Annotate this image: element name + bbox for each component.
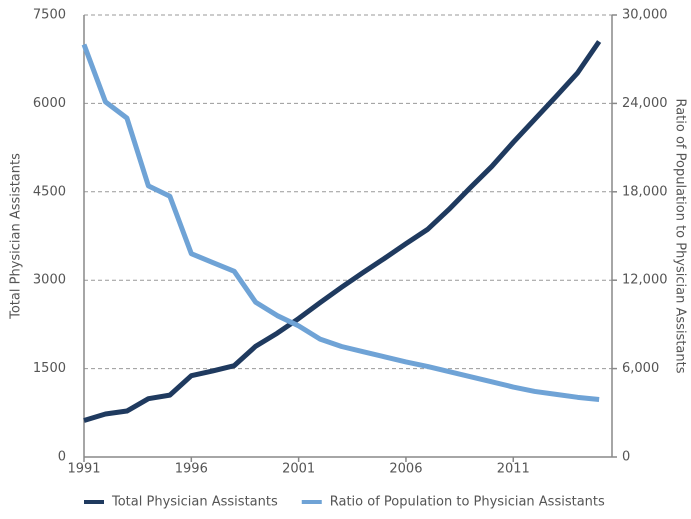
y-axis-label: Total Physician Assistants (9, 153, 24, 320)
y-tick-label: 1500 (33, 361, 66, 376)
x-tick-label: 2006 (389, 462, 422, 477)
y-tick-label: 4500 (33, 184, 66, 199)
legend-label: Total Physician Assistants (111, 495, 278, 510)
y2-tick-label: 30,000 (622, 8, 668, 23)
legend-label: Ratio of Population to Physician Assista… (330, 495, 605, 510)
y2-tick-label: 18,000 (622, 184, 668, 199)
y2-tick-label: 12,000 (622, 273, 668, 288)
line-series (83, 40, 602, 423)
y-tick-label: 6000 (33, 96, 66, 111)
x-tick-label: 2001 (282, 462, 315, 477)
y2-tick-label: 6,000 (622, 361, 659, 376)
x-tick-label: 1991 (67, 462, 100, 477)
y2-tick-label: 0 (622, 450, 630, 465)
y-tick-label: 0 (58, 450, 66, 465)
x-tick-label: 2011 (497, 462, 530, 477)
line-series (81, 43, 600, 403)
y-tick-label: 3000 (33, 273, 66, 288)
y2-axis-label: Ratio of Population to Physician Assista… (673, 98, 688, 373)
x-tick-label: 1996 (175, 462, 208, 477)
y-tick-label: 7500 (33, 8, 66, 23)
y2-tick-label: 24,000 (622, 96, 668, 111)
